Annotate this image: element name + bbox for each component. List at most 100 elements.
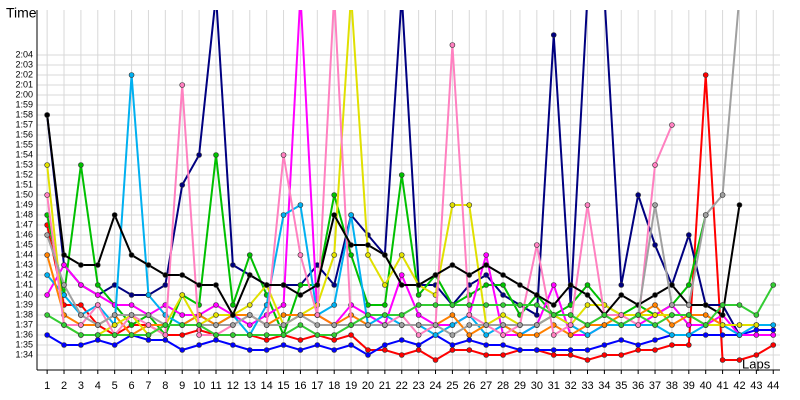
point: [500, 272, 506, 278]
point: [297, 252, 304, 258]
point: [213, 282, 219, 288]
point: [61, 252, 67, 258]
point: [736, 332, 743, 338]
point: [145, 262, 152, 268]
point: [61, 322, 67, 328]
y-tick-label: 1:54: [15, 149, 33, 159]
point: [162, 282, 169, 288]
point: [179, 82, 186, 88]
point: [567, 282, 574, 288]
point: [297, 292, 304, 298]
point: [128, 322, 135, 328]
point: [702, 212, 709, 218]
point: [618, 292, 625, 298]
point: [652, 347, 658, 353]
x-tick-label: 27: [480, 380, 492, 392]
point: [348, 332, 354, 338]
point: [500, 312, 506, 318]
point: [618, 352, 625, 358]
point: [466, 202, 473, 208]
point: [702, 72, 709, 78]
series-line: [46, 284, 775, 336]
point: [534, 312, 540, 318]
x-tick-label: 21: [379, 380, 391, 392]
point: [78, 262, 84, 268]
point: [534, 332, 540, 338]
point: [398, 352, 405, 358]
series-line: [46, 74, 774, 362]
point: [567, 352, 574, 358]
point: [348, 342, 354, 348]
point: [702, 322, 709, 328]
point: [314, 312, 321, 318]
point: [44, 252, 50, 258]
point: [432, 357, 439, 363]
point: [78, 302, 84, 308]
point: [94, 262, 101, 268]
y-tick-label: 1:35: [15, 339, 33, 349]
series-line: [46, 10, 741, 336]
point: [534, 302, 540, 308]
point: [534, 322, 540, 328]
x-tick-label: 16: [294, 380, 306, 392]
point: [145, 322, 152, 328]
point: [466, 272, 473, 278]
point: [263, 322, 270, 328]
point: [230, 302, 236, 308]
y-tick-label: 1:39: [15, 299, 33, 309]
y-tick-label: 1:40: [15, 289, 33, 299]
point: [669, 122, 675, 128]
point: [94, 292, 101, 298]
x-tick-label: 29: [514, 380, 526, 392]
point: [128, 252, 135, 258]
point: [213, 337, 219, 343]
point: [483, 322, 489, 328]
point: [500, 282, 506, 288]
point: [534, 242, 540, 248]
x-tick-label: 40: [700, 380, 712, 392]
x-tick-label: 8: [162, 380, 168, 392]
x-tick-label: 31: [548, 380, 560, 392]
point: [398, 282, 405, 288]
point: [196, 152, 202, 158]
point: [483, 302, 489, 308]
point: [550, 32, 557, 38]
point: [686, 342, 692, 348]
x-tick-label: 36: [632, 380, 644, 392]
point: [78, 322, 84, 328]
point: [601, 312, 608, 318]
x-tick-label: 1: [44, 380, 50, 392]
point: [44, 292, 50, 298]
point: [230, 342, 236, 348]
point: [550, 282, 557, 288]
point: [415, 312, 422, 318]
x-tick-label: 42: [733, 380, 745, 392]
point: [111, 332, 118, 338]
point: [550, 332, 557, 338]
point: [449, 347, 456, 353]
point: [500, 342, 506, 348]
point: [179, 312, 186, 318]
point: [162, 332, 169, 338]
point: [94, 332, 101, 338]
point: [263, 337, 270, 343]
x-tick-label: 9: [179, 380, 185, 392]
x-tick-label: 41: [716, 380, 728, 392]
point: [44, 192, 50, 198]
y-tick-label: 1:44: [15, 249, 33, 259]
point: [753, 332, 760, 338]
point: [246, 332, 253, 338]
point: [584, 282, 591, 288]
x-tick-label: 3: [78, 380, 84, 392]
y-tick-label: 1:49: [15, 199, 33, 209]
y-tick-label: 1:46: [15, 229, 33, 239]
point: [432, 272, 439, 278]
x-tick-label: 20: [362, 380, 374, 392]
point: [669, 342, 675, 348]
point: [382, 302, 388, 308]
point: [517, 332, 523, 338]
point: [601, 342, 608, 348]
point: [719, 192, 726, 198]
point: [652, 242, 658, 248]
